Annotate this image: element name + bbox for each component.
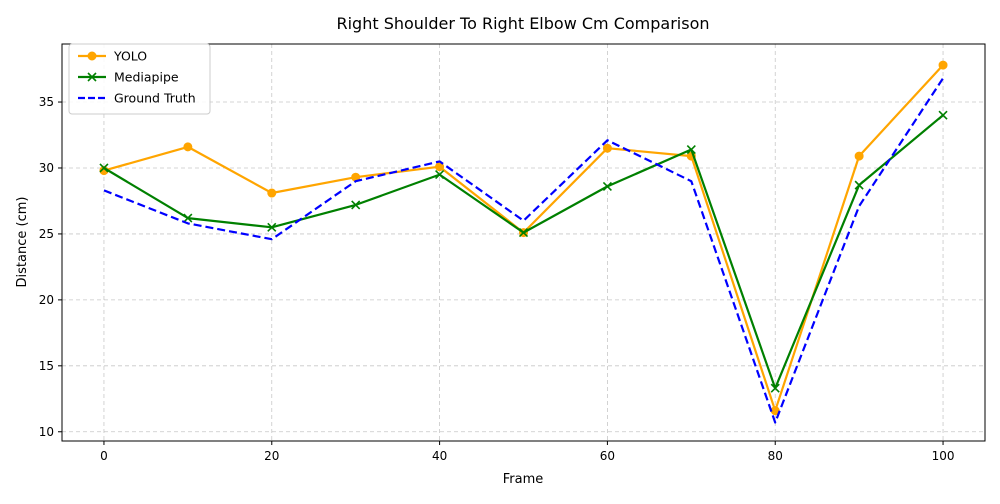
y-tick-label: 35 [39, 95, 54, 109]
series-yolo [99, 60, 948, 416]
x-tick-label: 80 [768, 449, 783, 463]
plot-area-frame [61, 43, 986, 442]
legend-label-yolo: YOLO [113, 49, 147, 64]
series-line-ground-truth [103, 77, 944, 424]
marker-stroke [435, 170, 445, 180]
x-tick-label: 0 [100, 449, 108, 463]
data-point-mediapipe [770, 383, 780, 393]
data-point-yolo [267, 188, 277, 198]
marker-stroke [518, 228, 529, 238]
data-point-mediapipe [854, 180, 864, 190]
y-tick-label: 20 [39, 293, 54, 307]
y-tick-label: 15 [39, 359, 54, 373]
data-point-mediapipe [435, 170, 445, 180]
data-point-mediapipe [183, 213, 193, 223]
series-line-mediapipe [103, 114, 944, 390]
x-tick-label: 60 [600, 449, 615, 463]
x-axis-label: Frame [503, 472, 544, 487]
marker-stroke [854, 180, 864, 190]
series-ground-truth [103, 77, 944, 424]
marker-stroke [267, 222, 277, 232]
y-tick-label: 25 [39, 227, 54, 241]
x-tick-label: 40 [432, 449, 447, 463]
data-point-mediapipe [686, 144, 696, 155]
series-layer [99, 60, 948, 424]
y-tick-label: 30 [39, 161, 54, 175]
legend: YOLO Mediapipe Ground Truth [68, 43, 211, 115]
data-point-yolo [602, 143, 612, 153]
legend-label-mediapipe: Mediapipe [114, 70, 179, 85]
data-point-yolo [183, 142, 193, 152]
marker-stroke [351, 200, 361, 210]
data-point-mediapipe [351, 200, 361, 210]
legend-item-yolo: YOLO [78, 49, 147, 64]
data-point-mediapipe [938, 110, 948, 120]
data-point-mediapipe [518, 228, 529, 238]
x-tick-label: 100 [932, 449, 955, 463]
marker-stroke [938, 110, 948, 120]
grid-lines [62, 44, 985, 441]
data-point-mediapipe [267, 222, 277, 232]
marker-stroke [87, 72, 97, 82]
data-point-yolo [938, 60, 948, 70]
marker-stroke [99, 163, 109, 173]
data-point-mediapipe [99, 163, 109, 173]
marker-stroke [686, 144, 696, 155]
y-tick-label: 10 [39, 425, 54, 439]
series-mediapipe [99, 110, 948, 393]
y-axis-label: Distance (cm) [15, 197, 30, 288]
data-point-yolo [854, 151, 864, 161]
legend-marker-mediapipe [87, 72, 97, 82]
marker-stroke [602, 181, 612, 192]
legend-item-ground-truth: Ground Truth [78, 91, 196, 106]
legend-box [68, 43, 211, 115]
data-point-mediapipe [602, 181, 612, 192]
x-tick-label: 20 [264, 449, 279, 463]
axes: 0 20 40 60 80 100 10 15 20 25 30 35 [39, 95, 955, 463]
marker-stroke [770, 383, 780, 393]
marker-stroke [183, 213, 193, 223]
legend-marker-yolo [87, 51, 97, 61]
chart-title: Right Shoulder To Right Elbow Cm Compari… [336, 14, 709, 33]
series-line-yolo [103, 64, 944, 412]
legend-item-mediapipe: Mediapipe [78, 70, 179, 85]
legend-label-ground-truth: Ground Truth [114, 91, 196, 106]
